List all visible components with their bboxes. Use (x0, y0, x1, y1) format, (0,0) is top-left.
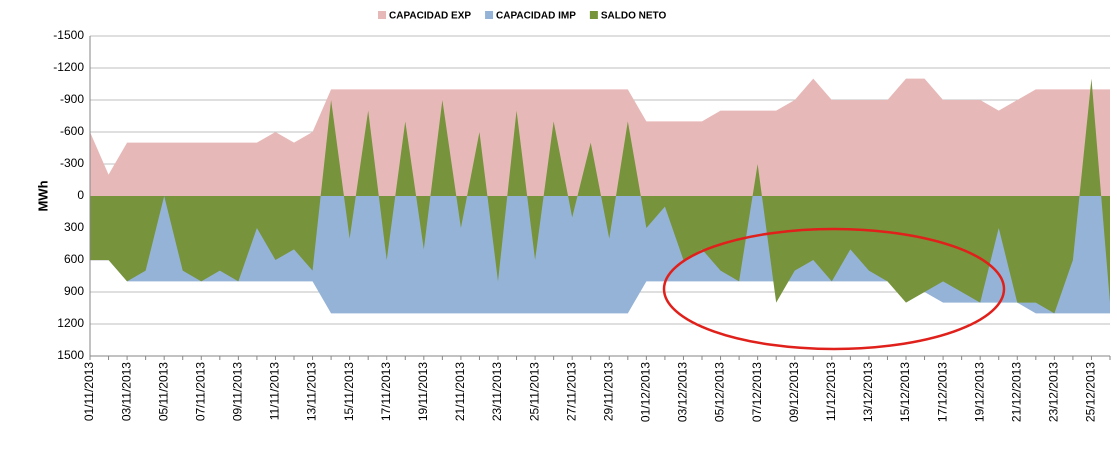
legend-swatch (589, 11, 598, 19)
area (90, 78, 1110, 196)
x-tick-label: 09/11/2013 (231, 362, 245, 421)
x-tick-label: 21/12/2013 (1009, 362, 1023, 422)
x-tick-label: 15/11/2013 (342, 362, 356, 421)
x-tick-label: 01/11/2013 (82, 362, 96, 421)
x-tick-label: 11/11/2013 (268, 362, 282, 421)
legend-label: CAPACIDAD EXP (389, 11, 471, 22)
y-tick-label: -1500 (53, 28, 84, 42)
x-tick-label: 17/12/2013 (935, 362, 949, 422)
x-tick-label: 09/12/2013 (787, 362, 801, 422)
y-axis-title: MWh (35, 180, 50, 211)
legend-label: SALDO NETO (601, 11, 667, 22)
x-tick-label: 21/11/2013 (453, 362, 467, 421)
x-tick-label: 27/11/2013 (564, 362, 578, 421)
x-tick-label: 07/11/2013 (193, 362, 207, 421)
area (90, 78, 1110, 314)
x-tick-label: 11/12/2013 (824, 362, 838, 421)
x-tick-label: 19/12/2013 (972, 362, 986, 422)
highlight-ellipse (662, 227, 1006, 351)
x-tick-label: 25/11/2013 (527, 362, 541, 421)
x-tick-label: 05/11/2013 (156, 362, 170, 421)
legend-swatch (485, 11, 494, 19)
x-tick-label: 19/11/2013 (416, 362, 430, 421)
x-tick-label: 03/11/2013 (119, 362, 133, 421)
x-tick-label: 25/12/2013 (1084, 362, 1098, 422)
x-tick-label: 13/11/2013 (305, 362, 319, 421)
x-tick-label: 07/12/2013 (750, 362, 764, 422)
x-tick-label: 05/12/2013 (713, 362, 727, 422)
x-tick-label: 17/11/2013 (379, 362, 393, 421)
legend-swatch (378, 11, 386, 19)
x-tick-label: 03/12/2013 (676, 362, 690, 422)
x-tick-label: 01/12/2013 (639, 362, 653, 422)
y-tick-label: -300 (60, 156, 84, 170)
y-tick-label: 0 (77, 188, 84, 202)
x-tick-label: 23/12/2013 (1047, 362, 1061, 422)
plot-area: -1500 -1200 -900 -600 -300 0 300 600 900 1200 1500… (53, 28, 1111, 422)
legend-label: CAPACIDAD IMP (496, 11, 576, 22)
y-tick-label: -1200 (53, 60, 84, 74)
y-tick-label: 600 (64, 252, 84, 266)
y-tick-label: 1500 (57, 348, 84, 362)
y-tick-label: 900 (64, 284, 84, 298)
x-tick-label: 13/12/2013 (861, 362, 875, 422)
y-tick-label: 1200 (57, 316, 84, 330)
x-tick-label: 15/12/2013 (898, 362, 912, 422)
x-tick-label: 29/11/2013 (601, 362, 615, 421)
y-tick-label: -900 (60, 92, 84, 106)
x-tick-label: 23/11/2013 (490, 362, 504, 421)
y-tick-label: 300 (64, 220, 84, 234)
y-tick-label: -600 (60, 124, 84, 138)
